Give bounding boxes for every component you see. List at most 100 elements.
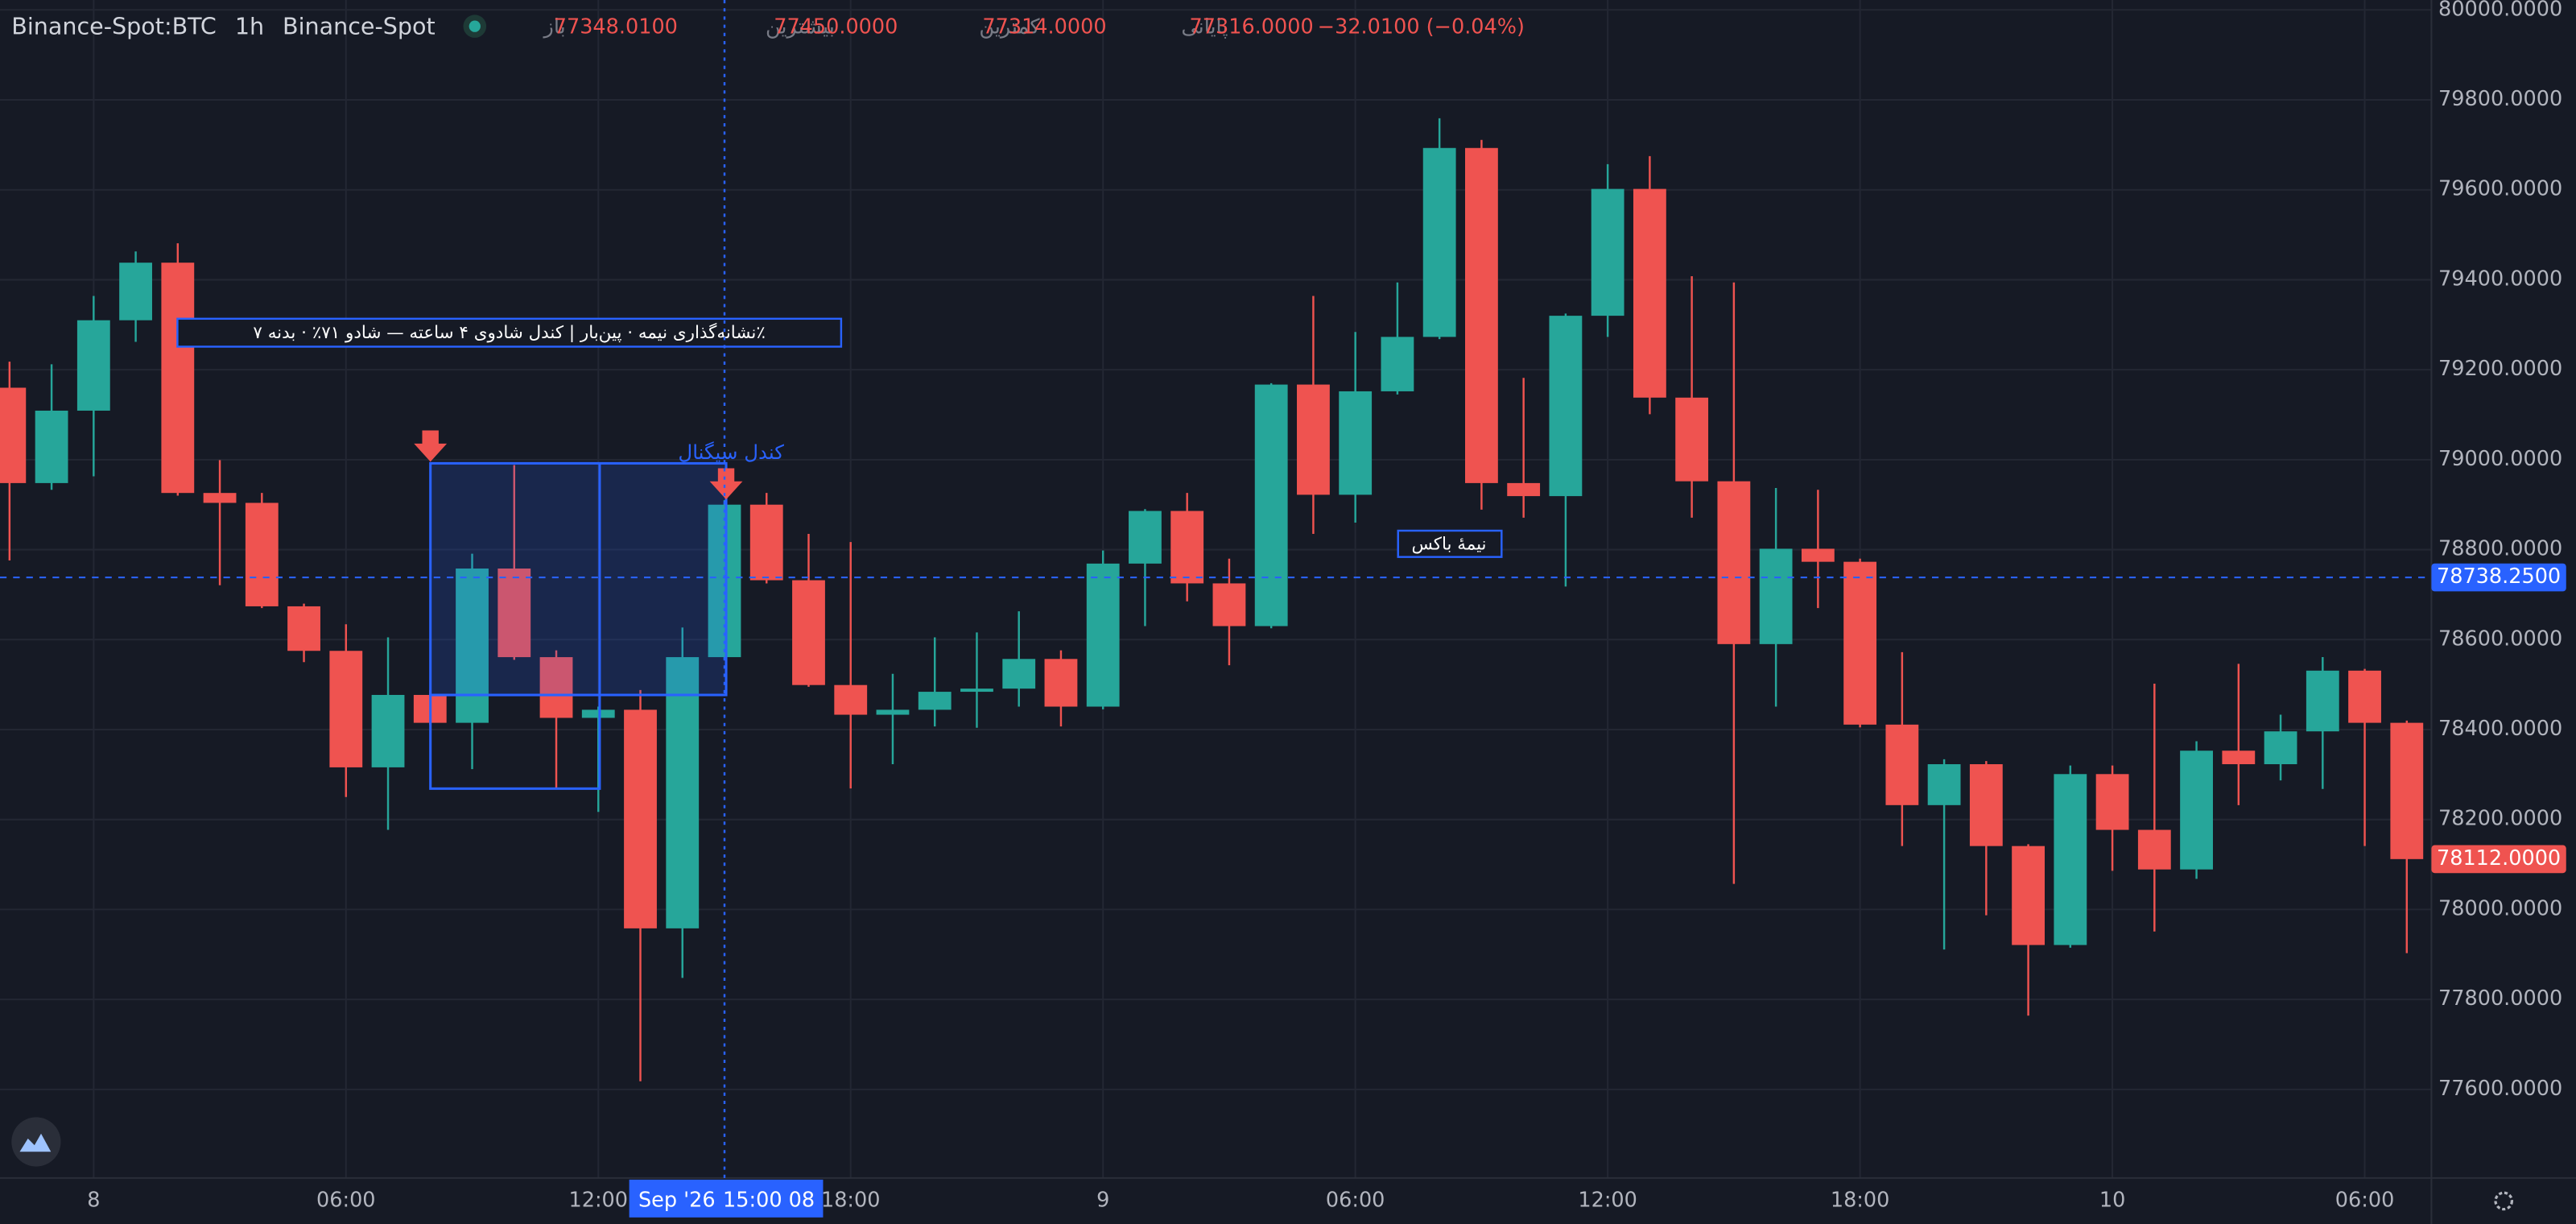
- crosshair-price-label: 78738.2500: [2437, 564, 2561, 589]
- settings-icon[interactable]: [2494, 1191, 2514, 1211]
- x-tick-label: 8: [87, 1188, 100, 1212]
- candle-body: [1843, 561, 1877, 725]
- candle-body: [329, 651, 363, 767]
- crosshair-time-label: 15:00 08: [723, 1188, 815, 1212]
- x-tick-label: 18:00: [821, 1188, 881, 1212]
- x-tick-label: 06:00: [2335, 1188, 2395, 1212]
- candle-body: [1381, 337, 1414, 391]
- candle-body: [203, 493, 237, 503]
- candle-body: [1170, 511, 1204, 584]
- candle-body: [2306, 670, 2339, 732]
- candle-body: [1717, 481, 1751, 644]
- candle-body: [1801, 548, 1835, 562]
- candle-body: [2264, 731, 2297, 764]
- candle-body: [1212, 583, 1246, 626]
- y-tick-label: 80000.0000: [2438, 0, 2562, 21]
- signal-arrow: [414, 430, 448, 462]
- half-box: [429, 693, 601, 790]
- y-tick-label: 79800.0000: [2438, 87, 2562, 111]
- signal-arrow: [709, 468, 743, 500]
- candle-body: [1885, 724, 1919, 805]
- candle-body: [2137, 829, 2171, 870]
- candle-body: [624, 709, 657, 928]
- candle-body: [2390, 722, 2424, 859]
- note-box: [176, 317, 843, 348]
- candle-body: [1927, 763, 1961, 805]
- x-tick-label: 10: [2099, 1188, 2125, 1212]
- crosshair-date-label: Sep '26: [638, 1188, 716, 1212]
- legend-label: باز: [543, 15, 566, 39]
- y-tick-label: 78200.0000: [2438, 807, 2562, 831]
- candle-body: [1422, 147, 1456, 337]
- logo[interactable]: [11, 1117, 61, 1167]
- candle-body: [1759, 548, 1793, 644]
- candle-body: [1633, 188, 1666, 398]
- x-tick-label: 12:00: [569, 1188, 629, 1212]
- candle-body: [76, 320, 110, 411]
- candle-body: [1044, 659, 1078, 707]
- candle-body: [1129, 511, 1162, 564]
- candle-body: [2348, 670, 2381, 723]
- crosshair-price-tag: [2431, 563, 2566, 592]
- status-dot: [469, 20, 481, 32]
- candle-body: [2180, 751, 2213, 870]
- legend-change: −32.0100 (−0.04%): [1318, 15, 1525, 39]
- signal-label: کندل سیگنال: [678, 440, 784, 464]
- candle-body: [119, 263, 152, 320]
- legend-value: 77450.0000: [774, 15, 898, 39]
- legend-label: کمترین: [979, 15, 1040, 39]
- note-text: ٪نشانه‌گذاری نیمه · پین‌بار | کندل شادوی…: [253, 322, 766, 343]
- candle-body: [581, 709, 615, 718]
- last-price-label: 78112.0000: [2437, 846, 2561, 870]
- y-tick-label: 78400.0000: [2438, 717, 2562, 741]
- candle-body: [1002, 659, 1036, 689]
- last-price-tag: [2431, 845, 2566, 874]
- legend-label: پایانی: [1181, 15, 1228, 39]
- candle-body: [2012, 846, 2045, 945]
- y-tick-label: 79600.0000: [2438, 177, 2562, 201]
- candle-body: [1254, 384, 1288, 626]
- candle-body: [1549, 316, 1583, 497]
- candle-body: [0, 387, 27, 483]
- candle-body: [960, 688, 993, 693]
- candle-body: [1969, 763, 2003, 846]
- y-tick-label: 79000.0000: [2438, 447, 2562, 471]
- candle-body: [1675, 397, 1709, 482]
- candles: [0, 118, 2424, 1081]
- candle-body: [287, 606, 320, 651]
- candle-body: [2222, 751, 2256, 764]
- candle-body: [834, 684, 868, 715]
- candle-body: [497, 569, 531, 658]
- candle-body: [161, 263, 195, 494]
- y-tick-label: 78800.0000: [2438, 537, 2562, 561]
- exchange: Binance-Spot: [283, 13, 436, 40]
- interval: 1h: [235, 13, 264, 40]
- candle-body: [918, 692, 952, 710]
- half-box-label: نیمهٔ باکس: [1411, 534, 1486, 554]
- candle-body: [2054, 774, 2087, 945]
- range-box: [429, 461, 728, 697]
- legend-label: بیشترین: [766, 15, 835, 39]
- candle-body: [539, 657, 573, 718]
- candle-body: [1297, 384, 1330, 495]
- candle-body: [876, 709, 910, 715]
- candle-body: [749, 504, 783, 581]
- candle-body: [245, 502, 279, 606]
- y-tick-label: 77600.0000: [2438, 1077, 2562, 1101]
- crosshair-time-tag: [629, 1179, 824, 1218]
- y-tick-label: 79400.0000: [2438, 267, 2562, 291]
- x-tick-label: 06:00: [1326, 1188, 1385, 1212]
- candle-body: [792, 580, 825, 685]
- y-tick-label: 77800.0000: [2438, 986, 2562, 1011]
- y-tick-label: 79200.0000: [2438, 357, 2562, 381]
- logo-icon: [19, 1133, 52, 1152]
- candle-body: [371, 694, 405, 767]
- half-box-tag: [1397, 529, 1503, 558]
- legend-value: 77316.0000: [1190, 15, 1314, 39]
- candle-body: [2095, 774, 2129, 830]
- y-tick-label: 78000.0000: [2438, 896, 2562, 920]
- legend-value: 77314.0000: [982, 15, 1106, 39]
